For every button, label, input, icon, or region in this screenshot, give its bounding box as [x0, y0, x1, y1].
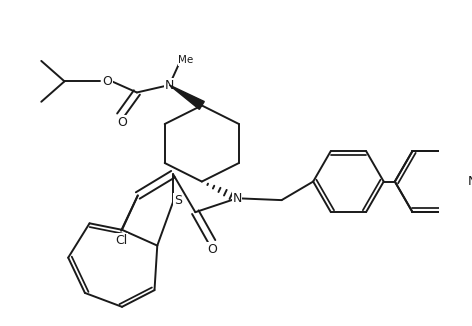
Text: N: N [468, 175, 472, 188]
Text: N: N [165, 79, 174, 92]
Text: Cl: Cl [115, 233, 127, 246]
Text: S: S [174, 194, 182, 207]
Text: O: O [117, 116, 127, 129]
Text: N: N [232, 192, 242, 205]
Text: O: O [102, 75, 112, 88]
Text: O: O [207, 243, 217, 256]
Text: Me: Me [178, 55, 194, 65]
Polygon shape [169, 85, 204, 110]
